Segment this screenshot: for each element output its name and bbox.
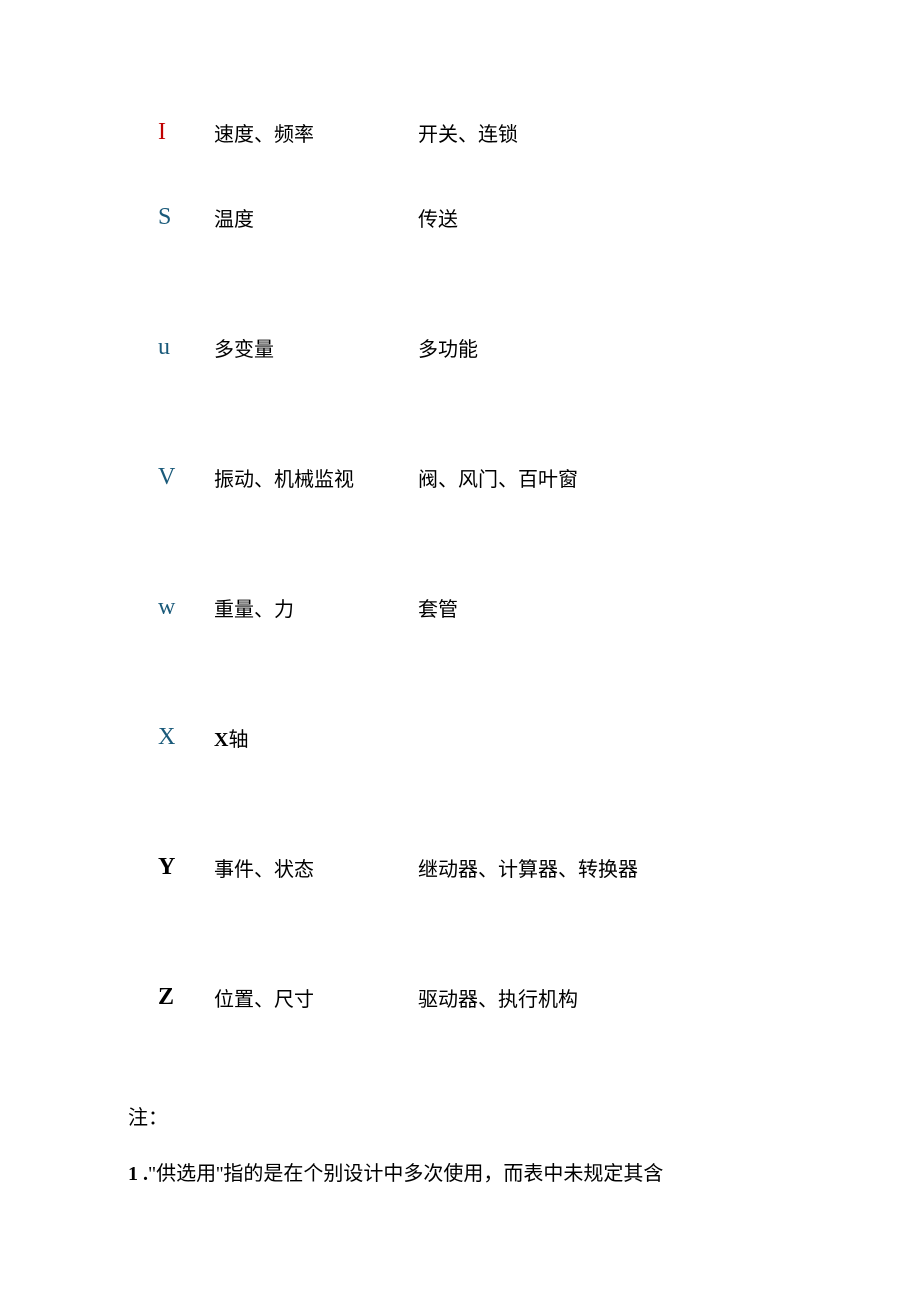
col1-cell: 温度: [214, 203, 418, 232]
note-line-1: 1 ."供选用''指的是在个别设计中多次使用，而表中未规定其含: [128, 1146, 920, 1202]
col1-cell: 多变量: [214, 333, 418, 362]
table-row: X X轴: [158, 672, 920, 802]
letter-cell: I: [158, 119, 214, 146]
letter-table: I 速度、频率 开关、连锁 S 温度 传送 u 多变量 多功能 V 振动、机械监…: [158, 112, 920, 1062]
letter-cell: w: [158, 594, 214, 621]
table-row: u 多变量 多功能: [158, 282, 920, 412]
note-rest: 指的是在个别设计中多次使用，而表中未规定其含: [223, 1163, 663, 1185]
notes-section: 注： 1 ."供选用''指的是在个别设计中多次使用，而表中未规定其含: [128, 1090, 920, 1202]
letter-cell: Y: [158, 854, 214, 881]
col1-cell: 振动、机械监视: [214, 463, 418, 492]
col1-rest: 轴: [228, 729, 248, 751]
table-row: S 温度 传送: [158, 152, 920, 282]
col2-cell: 套管: [418, 593, 458, 622]
letter-cell: Z: [158, 984, 214, 1011]
col2-cell: 传送: [418, 203, 458, 232]
letter-cell: V: [158, 464, 214, 491]
letter-cell: u: [158, 334, 214, 361]
col1-cell: X轴: [214, 723, 418, 752]
col1-cell: 位置、尺寸: [214, 983, 418, 1012]
note-prefix: 1 .: [128, 1163, 148, 1185]
letter-cell: X: [158, 724, 214, 751]
table-row: I 速度、频率 开关、连锁: [158, 112, 920, 152]
col1-cell: 重量、力: [214, 593, 418, 622]
col1-cell: 事件、状态: [214, 853, 418, 882]
col1-cell: 速度、频率: [214, 118, 418, 147]
col2-cell: 阀、风门、百叶窗: [418, 463, 578, 492]
table-row: Y 事件、状态 继动器、计算器、转换器: [158, 802, 920, 932]
col2-cell: 驱动器、执行机构: [418, 983, 578, 1012]
notes-label: 注：: [128, 1090, 920, 1146]
letter-cell: S: [158, 204, 214, 231]
table-row: V 振动、机械监视 阀、风门、百叶窗: [158, 412, 920, 542]
col2-cell: 开关、连锁: [418, 118, 518, 147]
col2-cell: 继动器、计算器、转换器: [418, 853, 638, 882]
table-row: w 重量、力 套管: [158, 542, 920, 672]
bold-prefix: X: [214, 729, 228, 751]
table-row: Z 位置、尺寸 驱动器、执行机构: [158, 932, 920, 1062]
col2-cell: 多功能: [418, 333, 478, 362]
note-quoted: "供选用'': [148, 1163, 223, 1185]
